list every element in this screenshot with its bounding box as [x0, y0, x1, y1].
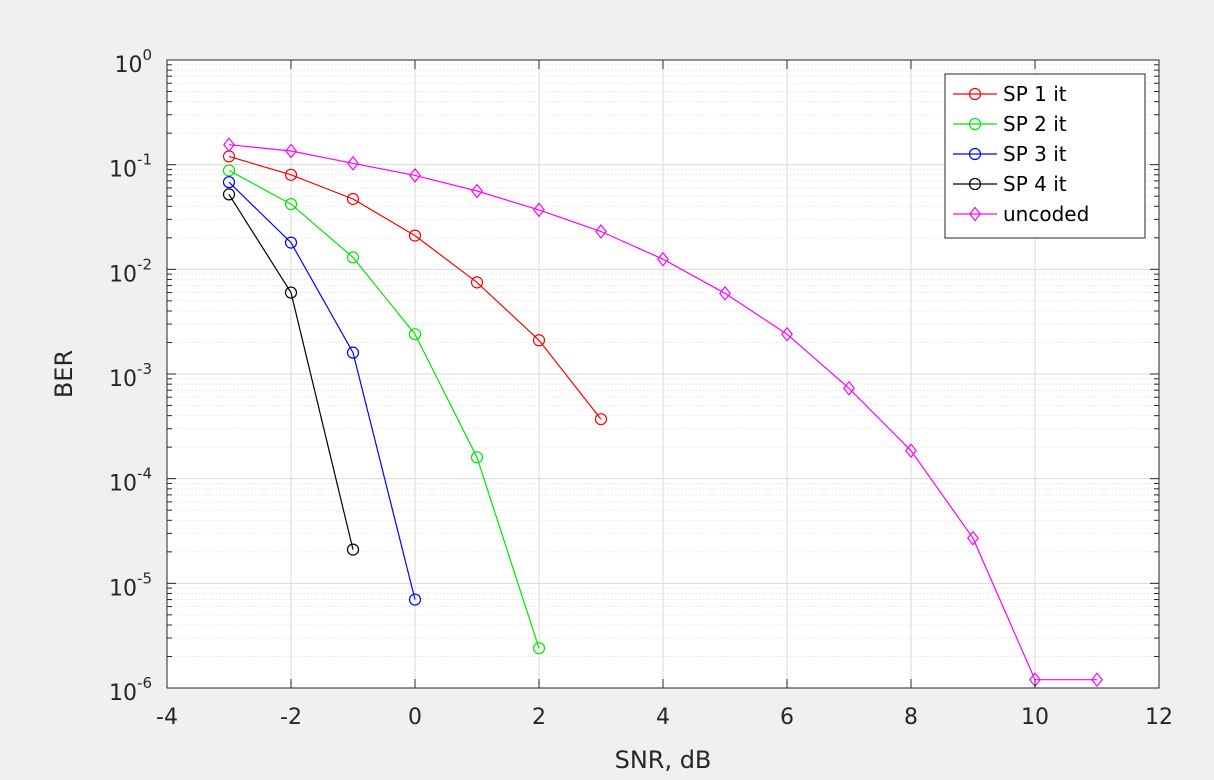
data-point: [347, 155, 359, 171]
data-point: [284, 197, 298, 211]
y-tick-label: 10-6: [109, 674, 152, 706]
data-point: [719, 285, 731, 301]
x-tick-label: 12: [1145, 705, 1173, 730]
series-3: [222, 176, 422, 606]
data-point: [905, 443, 917, 459]
data-point: [409, 167, 421, 183]
data-point: [843, 380, 855, 396]
legend-label: SP 3 it: [1003, 142, 1067, 166]
data-point: [408, 328, 422, 341]
series-line: [228, 194, 354, 550]
data-point: [781, 326, 793, 342]
x-tick-label: 10: [1021, 705, 1049, 730]
legend-label: SP 2 it: [1003, 112, 1067, 136]
data-point: [471, 183, 483, 199]
data-point: [595, 224, 607, 239]
series-1: [222, 150, 608, 426]
y-tick-label: 10-3: [109, 360, 152, 392]
x-tick-label: 2: [532, 705, 546, 730]
x-tick-label: 4: [656, 705, 670, 730]
series-line: [228, 181, 416, 600]
legend-item: SP 4 it: [953, 172, 1067, 196]
legend-marker: [968, 117, 982, 131]
legend-marker: [969, 206, 981, 222]
legend-label: SP 1 it: [1003, 82, 1067, 106]
data-point: [408, 229, 422, 242]
data-point: [657, 251, 669, 267]
legend: SP 1 it SP 2 it SP 3 it SP 4 it uncoded: [944, 73, 1146, 239]
axis-ticks: [166, 59, 1160, 689]
legend-item: SP 3 it: [953, 142, 1067, 166]
data-point: [223, 137, 235, 153]
data-point: [284, 168, 298, 181]
y-tick-label: 10-1: [109, 151, 152, 183]
x-tick-label: -2: [280, 705, 302, 730]
series-line: [228, 155, 602, 420]
data-point: [222, 164, 236, 177]
x-tick-label: 0: [408, 705, 422, 730]
series-4: [222, 188, 360, 556]
x-tick-label: 8: [904, 705, 918, 730]
legend-marker: [968, 87, 982, 101]
legend-item: SP 2 it: [953, 112, 1067, 136]
data-point: [532, 334, 546, 347]
data-point: [594, 413, 608, 426]
data-point: [346, 251, 360, 264]
y-tick-label: 10-5: [109, 569, 152, 601]
x-tick-labels: -4 -2 0 2 4 6 8 10 12: [156, 705, 1173, 730]
data-point: [346, 346, 360, 359]
series-2: [222, 164, 546, 655]
legend-box: [944, 73, 1146, 239]
legend-label: uncoded: [1003, 202, 1089, 226]
legend-item: SP 1 it: [953, 82, 1067, 106]
data-point: [285, 143, 297, 159]
series-5: [223, 137, 1103, 688]
data-point: [408, 593, 422, 606]
y-tick-label: 10-4: [109, 465, 152, 497]
series-line: [228, 169, 540, 649]
data-point: [346, 543, 360, 556]
data-point: [222, 188, 236, 201]
y-tick-label: 100: [114, 46, 152, 78]
y-tick-labels: 100 10-1 10-2 10-3 10-4 10-5 10-6: [109, 46, 152, 706]
data-point: [470, 276, 484, 289]
x-tick-label: 6: [780, 705, 794, 730]
y-tick-label: 10-2: [109, 255, 152, 287]
data-point: [532, 642, 546, 655]
data-point: [533, 202, 545, 218]
data-point: [470, 451, 484, 464]
minor-grid: [167, 64, 1159, 657]
data-point: [284, 236, 298, 249]
data-point: [346, 192, 360, 206]
data-point: [1091, 672, 1103, 688]
x-axis-label: SNR, dB: [615, 746, 712, 774]
legend-marker: [968, 147, 982, 161]
data-point: [967, 530, 979, 546]
series-line: [228, 144, 1097, 681]
legend-label: SP 4 it: [1003, 172, 1067, 196]
legend-marker: [968, 177, 982, 191]
x-tick-label: -4: [156, 705, 178, 730]
series-layer: [222, 137, 1103, 688]
legend-item: uncoded: [953, 202, 1089, 226]
y-axis-label: BER: [50, 350, 78, 398]
data-point: [284, 286, 298, 299]
data-point: [222, 176, 236, 189]
